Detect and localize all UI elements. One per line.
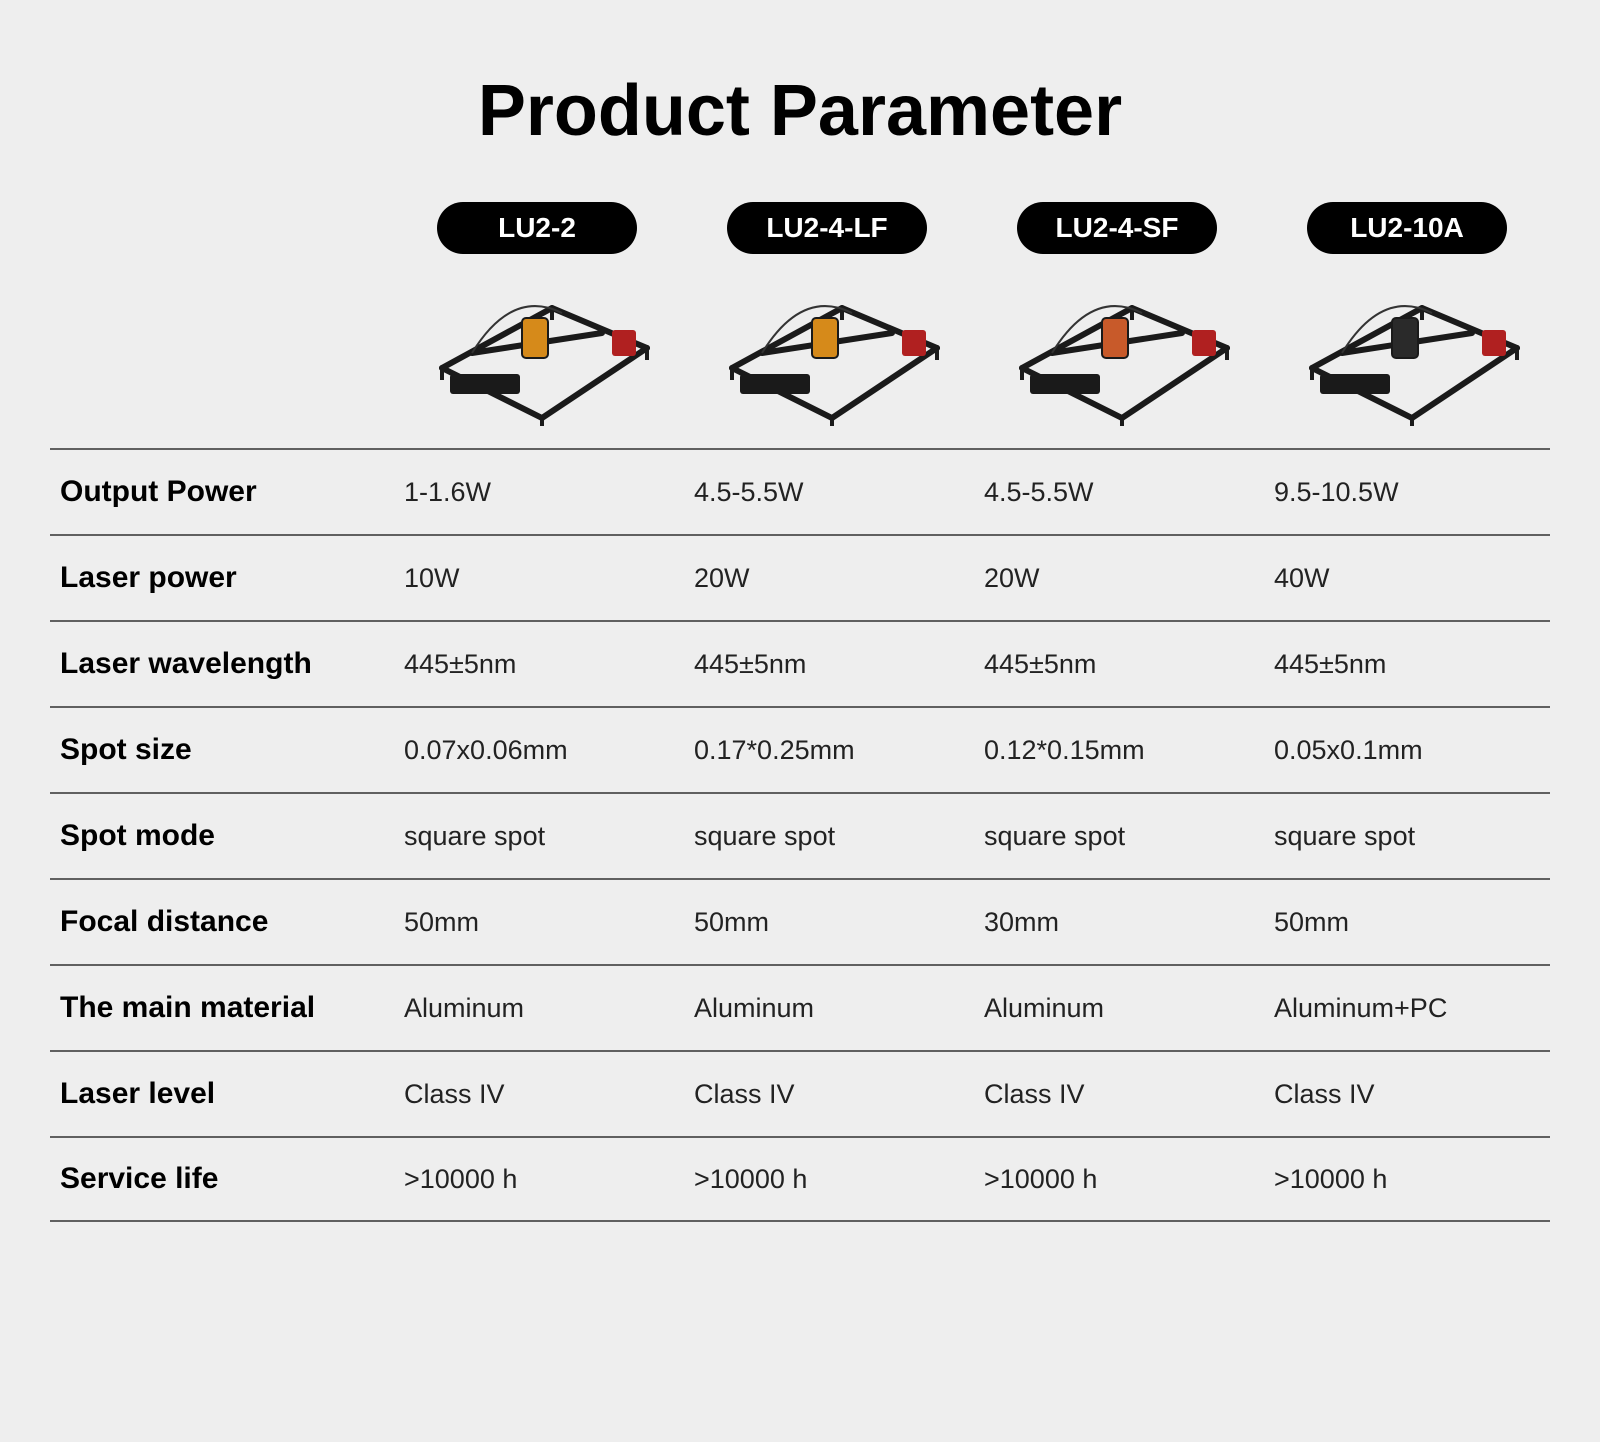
cell-value: square spot [1274, 821, 1540, 852]
cell-value: Aluminum+PC [1274, 993, 1540, 1024]
cell-value: 0.07x0.06mm [404, 735, 670, 766]
table-row: Service life >10000 h >10000 h >10000 h >100… [50, 1136, 1550, 1222]
table-row: Output Power 1-1.6W 4.5-5.5W 4.5-5.5W 9.5-10… [50, 448, 1550, 534]
column-head: LU2-4-SF [984, 202, 1250, 428]
product-image [702, 268, 952, 428]
cell-value: 4.5-5.5W [694, 477, 960, 508]
cell-value: 4.5-5.5W [984, 477, 1250, 508]
table-row: Laser power 10W 20W 20W 40W [50, 534, 1550, 620]
cell-value: square spot [694, 821, 960, 852]
row-label: Spot size [60, 733, 380, 767]
row-label: Service life [60, 1162, 380, 1196]
cell-value: >10000 h [694, 1164, 960, 1195]
row-label: Laser level [60, 1077, 380, 1111]
cell-value: 0.05x0.1mm [1274, 735, 1540, 766]
cell-value: Class IV [694, 1079, 960, 1110]
cell-value: Class IV [984, 1079, 1250, 1110]
page-title: Product Parameter [50, 70, 1550, 152]
model-pill: LU2-2 [437, 202, 637, 254]
table-row: Focal distance 50mm 50mm 30mm 50mm [50, 878, 1550, 964]
cell-value: Aluminum [984, 993, 1250, 1024]
cell-value: Class IV [404, 1079, 670, 1110]
cell-value: 1-1.6W [404, 477, 670, 508]
cell-value: Aluminum [694, 993, 960, 1024]
row-label: Laser power [60, 561, 380, 595]
cell-value: Class IV [1274, 1079, 1540, 1110]
cell-value: >10000 h [404, 1164, 670, 1195]
cell-value: 50mm [1274, 907, 1540, 938]
cell-value: 50mm [694, 907, 960, 938]
cell-value: square spot [404, 821, 670, 852]
cell-value: square spot [984, 821, 1250, 852]
cell-value: 20W [984, 563, 1250, 594]
row-label: The main material [60, 991, 380, 1025]
cell-value: 0.12*0.15mm [984, 735, 1250, 766]
row-label: Focal distance [60, 905, 380, 939]
row-label: Output Power [60, 475, 380, 509]
model-pill: LU2-10A [1307, 202, 1507, 254]
cell-value: 20W [694, 563, 960, 594]
table-row: Laser wavelength 445±5nm 445±5nm 445±5nm 445… [50, 620, 1550, 706]
cell-value: 40W [1274, 563, 1540, 594]
table-row: The main material Aluminum Aluminum Aluminu… [50, 964, 1550, 1050]
table-row: Laser level Class IV Class IV Class IV Class… [50, 1050, 1550, 1136]
column-head: LU2-4-LF [694, 202, 960, 428]
cell-value: 445±5nm [404, 649, 670, 680]
row-label: Spot mode [60, 819, 380, 853]
header-spacer [60, 202, 380, 428]
header-row: LU2-2 LU2-4-LF [50, 202, 1550, 428]
cell-value: >10000 h [984, 1164, 1250, 1195]
cell-value: >10000 h [1274, 1164, 1540, 1195]
cell-value: 0.17*0.25mm [694, 735, 960, 766]
cell-value: Aluminum [404, 993, 670, 1024]
column-head: LU2-10A [1274, 202, 1540, 428]
table-row: Spot mode square spot square spot square sp… [50, 792, 1550, 878]
product-image [412, 268, 662, 428]
row-label: Laser wavelength [60, 647, 380, 681]
product-image [992, 268, 1242, 428]
cell-value: 50mm [404, 907, 670, 938]
column-head: LU2-2 [404, 202, 670, 428]
cell-value: 9.5-10.5W [1274, 477, 1540, 508]
product-image [1282, 268, 1532, 428]
cell-value: 445±5nm [694, 649, 960, 680]
model-pill: LU2-4-LF [727, 202, 927, 254]
cell-value: 445±5nm [1274, 649, 1540, 680]
cell-value: 10W [404, 563, 670, 594]
model-pill: LU2-4-SF [1017, 202, 1217, 254]
table-row: Spot size 0.07x0.06mm 0.17*0.25mm 0.12*0.15… [50, 706, 1550, 792]
cell-value: 445±5nm [984, 649, 1250, 680]
spec-table: Output Power 1-1.6W 4.5-5.5W 4.5-5.5W 9.5-10… [50, 448, 1550, 1222]
cell-value: 30mm [984, 907, 1250, 938]
